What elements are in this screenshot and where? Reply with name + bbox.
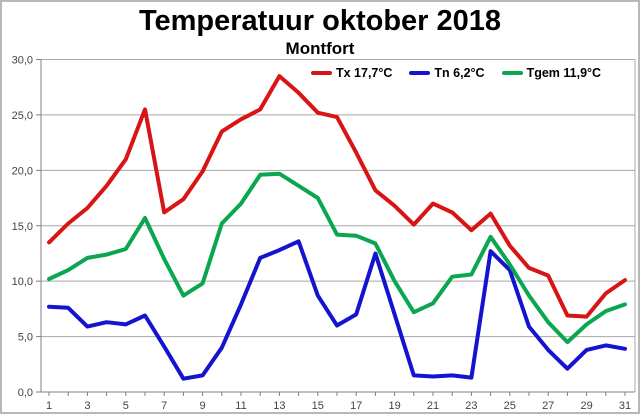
y-tick-label: 0,0 <box>18 387 33 399</box>
y-tick-label: 5,0 <box>18 332 33 344</box>
y-tick-label: 30,0 <box>12 55 33 67</box>
x-tick-label: 1 <box>46 400 52 412</box>
y-tick-label: 20,0 <box>12 165 33 177</box>
x-tick-label: 31 <box>619 400 631 412</box>
tgem-line-swatch <box>501 71 523 75</box>
x-tick-label: 23 <box>465 400 477 412</box>
tx-series-line <box>47 74 627 319</box>
tx-line-swatch <box>311 71 332 75</box>
y-tick-label: 25,0 <box>12 110 33 122</box>
x-tick-label: 17 <box>350 400 362 412</box>
legend-label-tgem: Tgem 11,9°C <box>526 66 602 80</box>
chart-legend: Tx 17,7°C Tn 6,2°C Tgem 11,9°C <box>311 66 601 80</box>
x-tick-label: 5 <box>123 400 129 412</box>
x-tick-label: 25 <box>504 400 516 412</box>
x-tick-label: 21 <box>427 400 439 412</box>
tn-line-swatch <box>409 71 431 75</box>
chart-title: Temperatuur oktober 2018 <box>138 5 502 37</box>
x-tick-label: 7 <box>161 400 167 412</box>
x-tick-label: 11 <box>235 400 246 412</box>
x-tick-label: 13 <box>273 400 285 412</box>
chart-subtitle: Montfort <box>285 39 355 58</box>
x-tick-label: 19 <box>388 400 400 412</box>
y-tick-label: 10,0 <box>12 276 33 288</box>
y-tick-label: 15,0 <box>12 221 33 233</box>
legend-item-tgem: Tgem 11,9°C <box>501 66 602 80</box>
x-tick-label: 29 <box>580 400 592 412</box>
x-tick-label: 9 <box>200 400 206 412</box>
legend-label-tn: Tn 6,2°C <box>434 66 485 80</box>
legend-item-tn: Tn 6,2°C <box>409 66 485 80</box>
x-tick-label: 3 <box>84 400 90 412</box>
x-tick-label: 15 <box>312 400 324 412</box>
legend-label-tx: Tx 17,7°C <box>336 66 393 80</box>
x-tick-label: 27 <box>542 400 554 412</box>
tgem-series-line <box>47 171 627 345</box>
legend-item-tx: Tx 17,7°C <box>311 66 392 80</box>
tn-series-line <box>47 239 627 381</box>
